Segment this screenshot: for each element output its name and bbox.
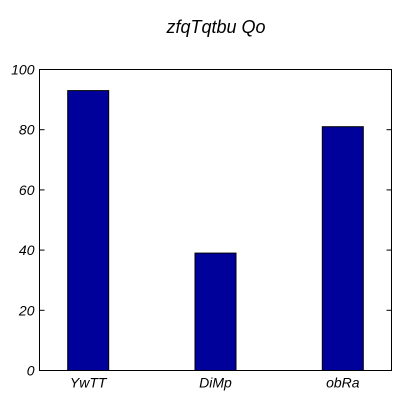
chart-title: zfqTqtbu Qo [165,17,265,37]
x-tick-label: DiMp [199,375,232,391]
x-tick-label: obRa [326,375,360,391]
y-tick-label: 80 [19,122,35,138]
bar-DiMp [194,252,237,372]
bar-YwTT [67,90,110,371]
plot-frame [39,69,392,371]
y-axis: 0 20 40 60 80 100 [11,62,392,379]
bar-obRa [321,126,364,371]
y-tick-label: 40 [19,242,35,258]
bars-group [67,90,364,372]
x-tick-label: YwTT [70,375,108,391]
y-tick-label: 100 [11,62,35,78]
y-tick-label: 60 [19,182,35,198]
y-tick-label: 20 [18,302,35,318]
y-tick-label: 0 [27,363,35,379]
x-axis: YwTT DiMp obRa [70,375,360,391]
